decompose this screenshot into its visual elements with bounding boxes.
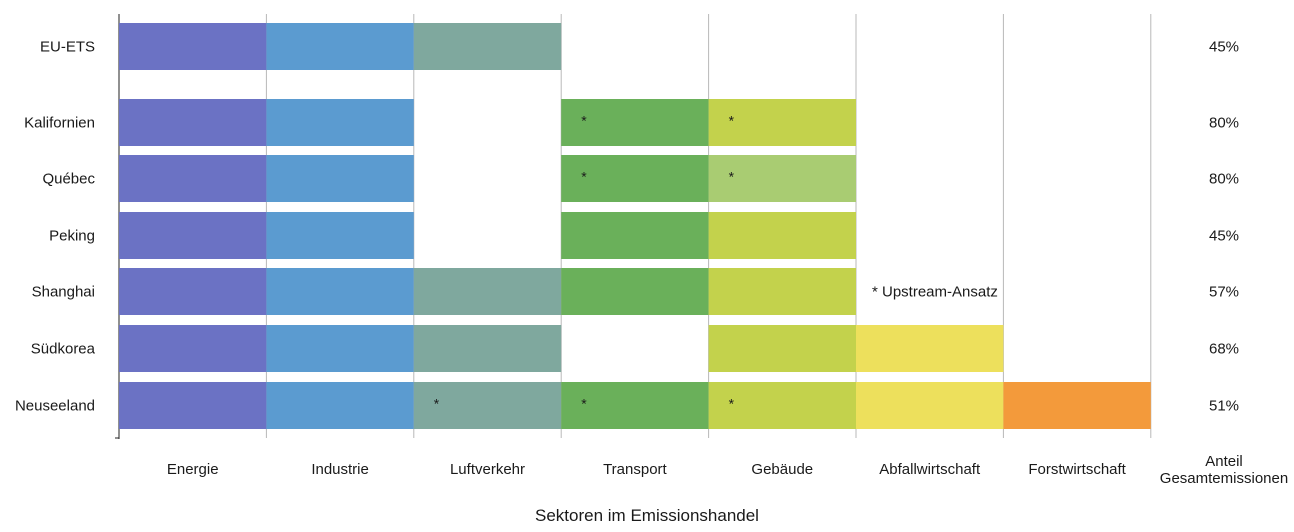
x-axis-title: Sektoren im Emissionshandel <box>535 506 759 525</box>
row-label-peking: Peking <box>49 228 95 245</box>
cell-sudkorea-abfallwirtschaft <box>856 325 1004 372</box>
share-value-sudkorea: 68% <box>1209 341 1239 358</box>
cell-eu-ets-energie <box>119 23 267 70</box>
share-value-quebec: 80% <box>1209 171 1239 188</box>
row-label-neuseeland: Neuseeland <box>15 398 95 415</box>
row-label-quebec: Québec <box>42 171 95 188</box>
upstream-marker: * <box>581 113 587 129</box>
cell-sudkorea-industrie <box>266 325 414 372</box>
row-label-kalifornien: Kalifornien <box>24 115 95 132</box>
cell-neuseeland-abfallwirtschaft <box>856 382 1004 429</box>
share-value-kalifornien: 80% <box>1209 115 1239 132</box>
cell-peking-energie <box>119 212 267 259</box>
cell-neuseeland-transport <box>561 382 709 429</box>
share-column-header: Anteil <box>1205 453 1243 470</box>
x-tick-label-gebaude: Gebäude <box>751 461 813 478</box>
cell-neuseeland-gebaude <box>708 382 856 429</box>
x-tick-label-forstwirtschaft: Forstwirtschaft <box>1028 461 1126 478</box>
cell-kalifornien-gebaude <box>708 99 856 146</box>
cell-sudkorea-energie <box>119 325 267 372</box>
cell-kalifornien-transport <box>561 99 709 146</box>
x-tick-label-energie: Energie <box>167 461 219 478</box>
cell-neuseeland-luftverkehr <box>413 382 562 429</box>
cell-quebec-energie <box>119 155 267 202</box>
cell-kalifornien-energie <box>119 99 267 146</box>
upstream-marker: * <box>729 113 735 129</box>
upstream-marker: * <box>581 169 587 185</box>
cell-quebec-transport <box>561 155 709 202</box>
row-label-sudkorea: Südkorea <box>31 341 96 358</box>
cell-neuseeland-forstwirtschaft <box>1003 382 1151 429</box>
share-value-neuseeland: 51% <box>1209 398 1239 415</box>
cell-quebec-industrie <box>266 155 414 202</box>
share-column-header: Gesamtemissionen <box>1160 470 1288 487</box>
row-label-eu-ets: EU-ETS <box>40 39 95 56</box>
x-tick-label-luftverkehr: Luftverkehr <box>450 461 525 478</box>
cell-shanghai-industrie <box>266 268 414 315</box>
x-tick-label-abfallwirtschaft: Abfallwirtschaft <box>879 461 981 478</box>
cell-kalifornien-industrie <box>266 99 414 146</box>
cell-quebec-gebaude <box>708 155 856 202</box>
upstream-marker: * <box>729 396 735 412</box>
share-value-shanghai: 57% <box>1209 284 1239 301</box>
cell-shanghai-gebaude <box>708 268 856 315</box>
cell-shanghai-energie <box>119 268 267 315</box>
cell-peking-gebaude <box>708 212 856 259</box>
upstream-marker: * <box>729 169 735 185</box>
x-tick-label-industrie: Industrie <box>311 461 369 478</box>
upstream-marker: * <box>434 396 440 412</box>
share-value-eu-ets: 45% <box>1209 39 1239 56</box>
share-value-peking: 45% <box>1209 228 1239 245</box>
cell-neuseeland-industrie <box>266 382 414 429</box>
cell-eu-ets-luftverkehr <box>413 23 562 70</box>
cell-shanghai-luftverkehr <box>413 268 562 315</box>
upstream-marker: * <box>581 396 587 412</box>
cell-neuseeland-energie <box>119 382 267 429</box>
x-tick-label-transport: Transport <box>603 461 667 478</box>
cell-peking-industrie <box>266 212 414 259</box>
upstream-legend-note: * Upstream-Ansatz <box>872 284 998 301</box>
cell-shanghai-transport <box>561 268 709 315</box>
cell-sudkorea-luftverkehr <box>413 325 562 372</box>
cell-eu-ets-industrie <box>266 23 414 70</box>
cell-peking-transport <box>561 212 709 259</box>
cell-sudkorea-gebaude <box>708 325 856 372</box>
row-label-shanghai: Shanghai <box>32 284 95 301</box>
